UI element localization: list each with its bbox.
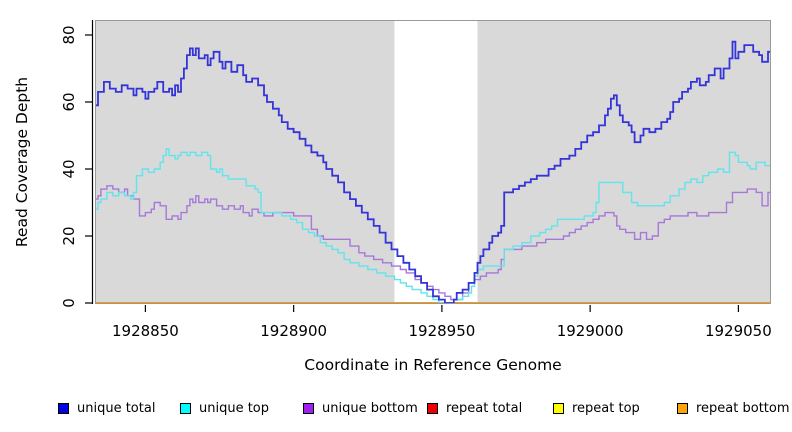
series-line-unique-bottom bbox=[95, 185, 771, 301]
legend-item-repeat-bottom: repeat bottom bbox=[677, 398, 790, 418]
x-tick-label: 1928900 bbox=[260, 322, 327, 340]
legend-swatch-repeat-bottom bbox=[677, 402, 688, 414]
legend-item-repeat-total: repeat total bbox=[427, 398, 522, 418]
legend-item-unique-total: unique total bbox=[58, 398, 155, 418]
y-tick-label: 80 bbox=[60, 25, 78, 44]
legend-label-unique-bottom: unique bottom bbox=[322, 400, 418, 416]
legend-item-repeat-top: repeat top bbox=[553, 398, 640, 418]
legend-swatch-unique-top bbox=[180, 402, 191, 414]
legend-label-unique-total: unique total bbox=[77, 400, 156, 416]
x-tick-label: 1929000 bbox=[557, 322, 624, 340]
legend-item-unique-top: unique top bbox=[180, 398, 269, 418]
x-axis-ticks: 1928850 1928900 1928950 1929000 1929050 bbox=[112, 305, 772, 340]
legend-swatch-unique-total bbox=[58, 402, 69, 414]
x-tick-label: 1928850 bbox=[112, 322, 179, 340]
legend-swatch-unique-bottom bbox=[303, 402, 314, 414]
x-axis-title: Coordinate in Reference Genome bbox=[304, 356, 561, 374]
legend-swatch-repeat-total bbox=[427, 402, 438, 414]
series-line-unique-total bbox=[95, 40, 771, 304]
legend-label-repeat-total: repeat total bbox=[446, 400, 523, 416]
y-tick-label: 40 bbox=[60, 159, 78, 178]
highlight-band bbox=[394, 20, 478, 304]
panel-border bbox=[95, 20, 771, 304]
y-tick-label: 0 bbox=[60, 298, 78, 308]
y-tick-label: 20 bbox=[60, 226, 78, 245]
y-tick-label: 60 bbox=[60, 92, 78, 111]
y-axis-title: Read Coverage Depth bbox=[13, 77, 31, 247]
legend-item-unique-bottom: unique bottom bbox=[303, 398, 418, 418]
legend-swatch-repeat-top bbox=[553, 402, 564, 414]
x-tick-label: 1929050 bbox=[705, 322, 772, 340]
y-axis-ticks: 0 20 40 60 80 bbox=[60, 25, 92, 308]
series-line-unique-top bbox=[95, 148, 771, 304]
legend-label-repeat-top: repeat top bbox=[572, 400, 640, 416]
legend: unique total unique top unique bottom repea… bbox=[0, 398, 792, 420]
legend-label-repeat-bottom: repeat bottom bbox=[696, 400, 790, 416]
legend-label-unique-top: unique top bbox=[199, 400, 270, 416]
x-tick-label: 1928950 bbox=[408, 322, 475, 340]
